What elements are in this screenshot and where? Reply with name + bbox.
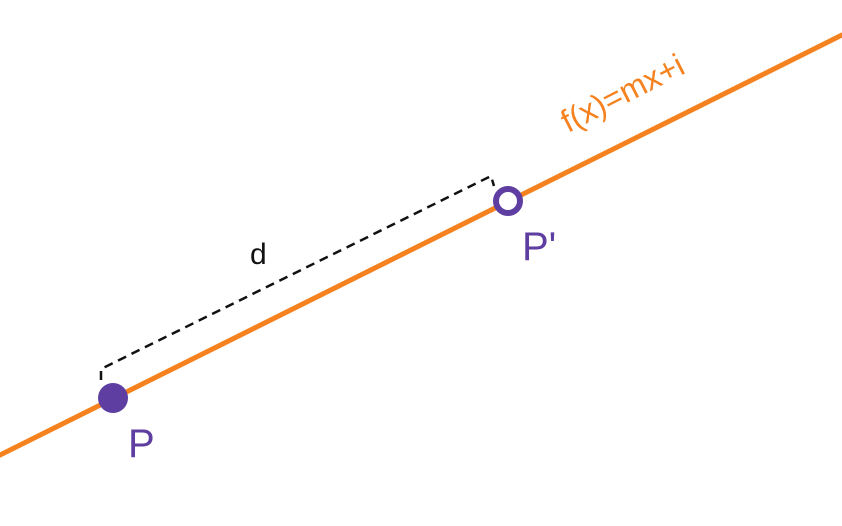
point-p — [98, 383, 128, 413]
function-line-label: f(x)=mx+i — [555, 47, 690, 140]
distance-label: d — [250, 238, 267, 271]
point-p-prime — [493, 186, 523, 216]
distance-bracket — [99, 174, 496, 380]
point-p-label: P — [128, 422, 155, 466]
function-line — [0, 32, 842, 458]
point-p-prime-label: P' — [522, 225, 556, 269]
